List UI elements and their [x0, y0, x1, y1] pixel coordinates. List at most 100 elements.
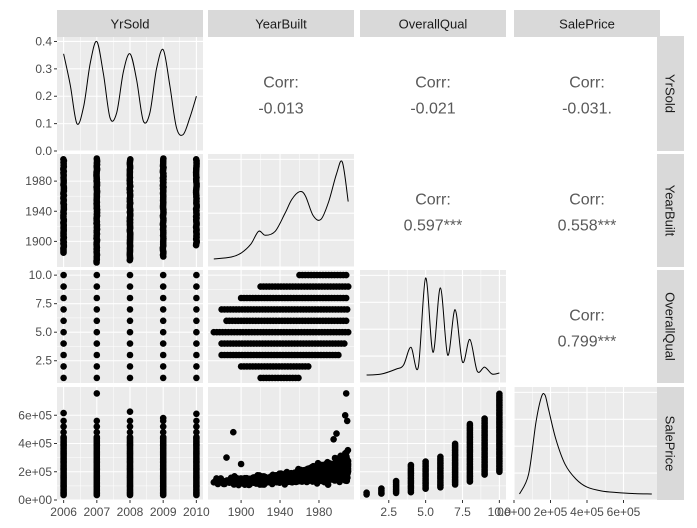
point — [342, 390, 350, 397]
panel-YrSold-SalePrice — [514, 36, 660, 151]
y-tick-label: 0.0 — [35, 144, 52, 158]
point — [93, 374, 101, 382]
point — [93, 306, 101, 313]
panel-OverallQual-OverallQual — [360, 270, 506, 384]
point — [93, 363, 101, 370]
row-strip-OverallQual: OverallQual — [657, 270, 684, 383]
point — [93, 390, 101, 397]
point — [309, 468, 317, 476]
point — [342, 294, 350, 302]
point — [322, 469, 330, 476]
point — [193, 271, 200, 279]
point — [289, 477, 296, 484]
correlation-label: Corr: — [415, 75, 451, 92]
strip-background — [360, 10, 506, 37]
y-tick-label: 6e+05 — [18, 408, 52, 422]
column-strip-SalePrice: SalePrice — [514, 10, 660, 37]
point — [126, 433, 134, 441]
y-axis-YrSold: 0.0 0.1 0.2 0.3 0.4 — [35, 34, 57, 158]
point — [314, 472, 321, 480]
correlation-value: -0.031. — [562, 101, 612, 118]
strip-label: YrSold — [110, 17, 149, 32]
point — [159, 340, 167, 347]
strip-layer: YrSold YearBuilt OverallQual SalePrice YrSol… — [57, 10, 684, 500]
panel-background — [514, 270, 660, 383]
point — [60, 433, 67, 441]
x-axis-YearBuilt: 1900 1940 1980 — [228, 500, 333, 519]
point — [60, 328, 67, 336]
point — [226, 478, 234, 486]
correlation-value: -0.013 — [258, 101, 303, 118]
strip-background — [657, 36, 684, 151]
correlation-value: 0.799*** — [558, 334, 617, 351]
point — [126, 408, 134, 416]
point — [193, 428, 200, 436]
point — [230, 428, 237, 436]
correlation-label: Corr: — [263, 75, 299, 92]
correlation-YearBuilt-SalePrice: Corr: 0.558*** — [558, 192, 617, 235]
x-tick-label: 2.5 — [380, 505, 397, 519]
x-axis-OverallQual: 2.5 5.0 7.5 10.0 — [380, 500, 511, 519]
point — [60, 306, 67, 313]
point — [60, 374, 67, 382]
point — [193, 340, 200, 347]
point — [451, 440, 459, 448]
x-tick-label: 1940 — [267, 505, 294, 519]
point — [481, 415, 488, 422]
point — [296, 471, 304, 479]
panel-YearBuilt-SalePrice — [514, 154, 660, 267]
point — [126, 271, 134, 279]
density-curve-OverallQual — [366, 277, 500, 376]
point — [159, 306, 167, 313]
point — [258, 477, 266, 484]
point — [126, 328, 134, 336]
point — [237, 478, 244, 486]
point — [254, 472, 261, 479]
point — [341, 412, 349, 419]
point — [316, 461, 324, 469]
correlation-OverallQual-SalePrice: Corr: 0.799*** — [558, 308, 617, 351]
x-tick-label: 2007 — [83, 505, 110, 519]
panel-background — [208, 154, 354, 267]
column-strip-YearBuilt: YearBuilt — [208, 10, 354, 37]
point — [193, 351, 200, 359]
point — [243, 477, 251, 484]
point — [159, 328, 167, 336]
point — [60, 317, 67, 325]
point — [437, 453, 444, 461]
point — [126, 306, 134, 313]
point — [126, 351, 134, 359]
panel-background — [208, 36, 354, 151]
x-tick-label: 6e+05 — [607, 505, 641, 519]
strip-background — [657, 387, 684, 500]
point — [422, 458, 429, 465]
strip-background — [514, 10, 660, 37]
point — [335, 351, 342, 359]
point — [159, 433, 167, 441]
row-strip-SalePrice: SalePrice — [657, 387, 684, 500]
point — [159, 317, 167, 325]
y-axis-YearBuilt: 1900 1940 1980 — [25, 174, 57, 248]
point — [126, 283, 134, 290]
point — [265, 475, 272, 483]
y-tick-label: 0.3 — [35, 62, 52, 76]
point — [342, 271, 350, 279]
point — [126, 294, 134, 302]
strip-label: YrSold — [663, 74, 678, 113]
point — [60, 351, 67, 359]
x-tick-label: 7.5 — [454, 505, 471, 519]
point — [159, 271, 167, 279]
point — [192, 156, 200, 163]
panel-YearBuilt-OverallQual — [360, 154, 506, 267]
point — [268, 480, 276, 488]
panel-YrSold-OverallQual — [360, 36, 506, 151]
strip-background — [208, 10, 354, 37]
point — [295, 374, 302, 382]
y-tick-label: 4e+05 — [18, 437, 52, 451]
point — [252, 479, 259, 487]
point — [60, 423, 67, 430]
point — [93, 271, 101, 279]
x-axis-SalePrice: 0e+00 2e+05 4e+05 6e+05 — [497, 500, 641, 519]
column-strip-YrSold: YrSold — [57, 10, 203, 37]
